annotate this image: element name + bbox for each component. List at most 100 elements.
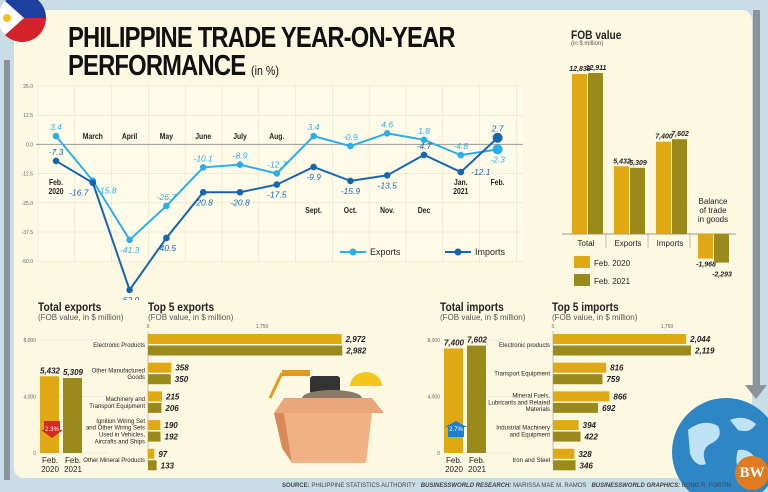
total-imports-title: Total imports	[440, 300, 504, 314]
category-label: Feb.	[446, 456, 462, 465]
bar-feb-2020	[572, 73, 587, 234]
bar-value-label: 358	[175, 364, 189, 373]
bar-value-label: 2,982	[345, 347, 367, 356]
bar-value-label: 2,972	[345, 335, 367, 344]
bar-feb-2020	[656, 141, 671, 234]
legend-label-imports: Imports	[475, 247, 506, 257]
total-bar	[467, 345, 486, 453]
bar-value-label: 5,309	[629, 160, 647, 167]
x-month-label: Dec	[418, 205, 430, 215]
bar-feb-2021	[672, 139, 687, 234]
data-point-exports	[199, 164, 207, 171]
data-point-imports	[126, 286, 133, 294]
total-bar	[40, 376, 59, 453]
data-point-imports	[89, 179, 97, 187]
legend-label-exports: Exports	[370, 247, 401, 257]
category-label: Feb.	[42, 456, 58, 465]
yoy-line-chart: 25.012.50.0-12.5-25.0-37.5-50.0Feb.2020M…	[22, 84, 523, 300]
data-label-exports: -10.1	[194, 153, 214, 163]
bar-feb-2021	[553, 402, 599, 413]
data-label-exports: -26.7	[157, 192, 177, 202]
bar-value-label: 692	[602, 404, 616, 413]
data-point-imports	[420, 151, 428, 159]
category-label: Goods	[127, 375, 145, 381]
data-point-exports	[273, 170, 281, 177]
bar-value-label: 816	[610, 364, 624, 373]
legend-marker-imports	[454, 248, 462, 256]
bar-value-label: 12,833	[569, 66, 591, 73]
graphics-label: BUSINESSWORLD GRAPHICS:	[591, 483, 681, 489]
bar-feb-2021	[148, 460, 157, 471]
bar-feb-2021	[553, 460, 576, 471]
up-arrow-icon	[445, 421, 467, 437]
data-point-imports	[273, 181, 281, 188]
bar-value-label: 12,911	[586, 65, 607, 72]
top5-exports-title: Top 5 exports	[148, 300, 215, 314]
title-unit: (in %)	[251, 63, 279, 78]
change-label: 2.3%	[45, 427, 59, 433]
x-month-label: July	[233, 131, 247, 141]
bar-value-label: 7,602	[467, 336, 488, 345]
total-imports-subtitle: (FOB value, in $ million)	[440, 313, 526, 322]
bar-feb-2021	[588, 73, 603, 234]
x-month-label: Feb.	[49, 177, 63, 187]
x-month-label: 2021	[453, 186, 468, 196]
x-month-label: May	[160, 131, 174, 141]
data-label-exports: -2.3	[490, 154, 505, 164]
category-label: Used in Vehicles,	[99, 433, 145, 439]
data-point-exports	[310, 132, 317, 140]
bar-feb-2020	[553, 334, 687, 344]
total-exports-title: Total exports	[38, 300, 102, 314]
x-tick-label: 1,750	[256, 324, 269, 330]
y-tick-label: -37.5	[22, 230, 34, 236]
x-month-label: Jan.	[454, 177, 468, 187]
data-label-exports: -4.8	[453, 141, 468, 151]
data-label-exports: -8.9	[233, 151, 248, 161]
total-exports-chart: 8,0004,00005,432Feb.20205,309Feb.20212.3…	[23, 338, 108, 474]
down-arrow-icon	[41, 421, 63, 438]
bar-feb-2021	[714, 234, 729, 263]
y-tick-label: 0.0	[26, 142, 33, 148]
bar-value-label: 192	[165, 433, 179, 442]
philippine-flag-icon	[0, 0, 46, 42]
right-arrow-line	[753, 10, 760, 390]
bar-feb-2021	[148, 374, 171, 385]
bar-feb-2021	[630, 167, 645, 234]
down-arrow-head	[745, 385, 767, 399]
bar-value-label: 7,400	[444, 338, 465, 347]
bar-feb-2021	[148, 431, 161, 442]
bar-value-label: 866	[613, 392, 627, 401]
research-label: BUSINESSWORLD RESEARCH:	[420, 483, 512, 489]
source: PHILIPPINE STATISTICS AUTHORITY	[311, 483, 416, 489]
data-label-imports: -17.5	[267, 190, 287, 200]
data-label-imports: -20.8	[230, 197, 250, 207]
category-label: of trade	[699, 206, 727, 215]
category-label: Feb.	[469, 456, 485, 465]
total-exports-subtitle: (FOB value, in $ million)	[38, 313, 124, 322]
bar-value-label: 133	[161, 461, 175, 470]
category-label: Total	[578, 239, 595, 248]
data-point-imports	[457, 168, 465, 176]
data-label-exports: 4.6	[381, 119, 393, 129]
category-label: Electronic Products	[93, 343, 145, 349]
top5-exports-subtitle: (FOB value, in $ million)	[148, 313, 234, 322]
data-label-imports: -20.8	[194, 197, 214, 207]
category-label: Electronic products	[499, 343, 550, 349]
x-month-label: Feb.	[491, 177, 505, 187]
bar-value-label: 422	[583, 433, 598, 442]
category-label: Iron and Steel	[513, 458, 550, 464]
bar-feb-2020	[614, 166, 629, 234]
data-label-imports: -9.9	[306, 172, 321, 182]
category-label: Aircrafts and Ships	[95, 439, 145, 445]
category-label: Exports	[614, 239, 641, 248]
category-label: Imports	[657, 239, 684, 248]
page-title-line1: PHILIPPINE TRADE YEAR-ON-YEAR	[68, 22, 456, 54]
y-tick-label: -50.0	[22, 259, 34, 265]
bar-feb-2021	[148, 345, 343, 356]
data-point-imports	[347, 177, 354, 185]
y-tick-label: -12.5	[22, 172, 34, 178]
x-tick-label: 1,750	[661, 324, 674, 330]
data-label-imports: -4.7	[417, 141, 432, 151]
x-tick-label: 0	[147, 324, 150, 330]
data-point-imports	[383, 172, 391, 179]
